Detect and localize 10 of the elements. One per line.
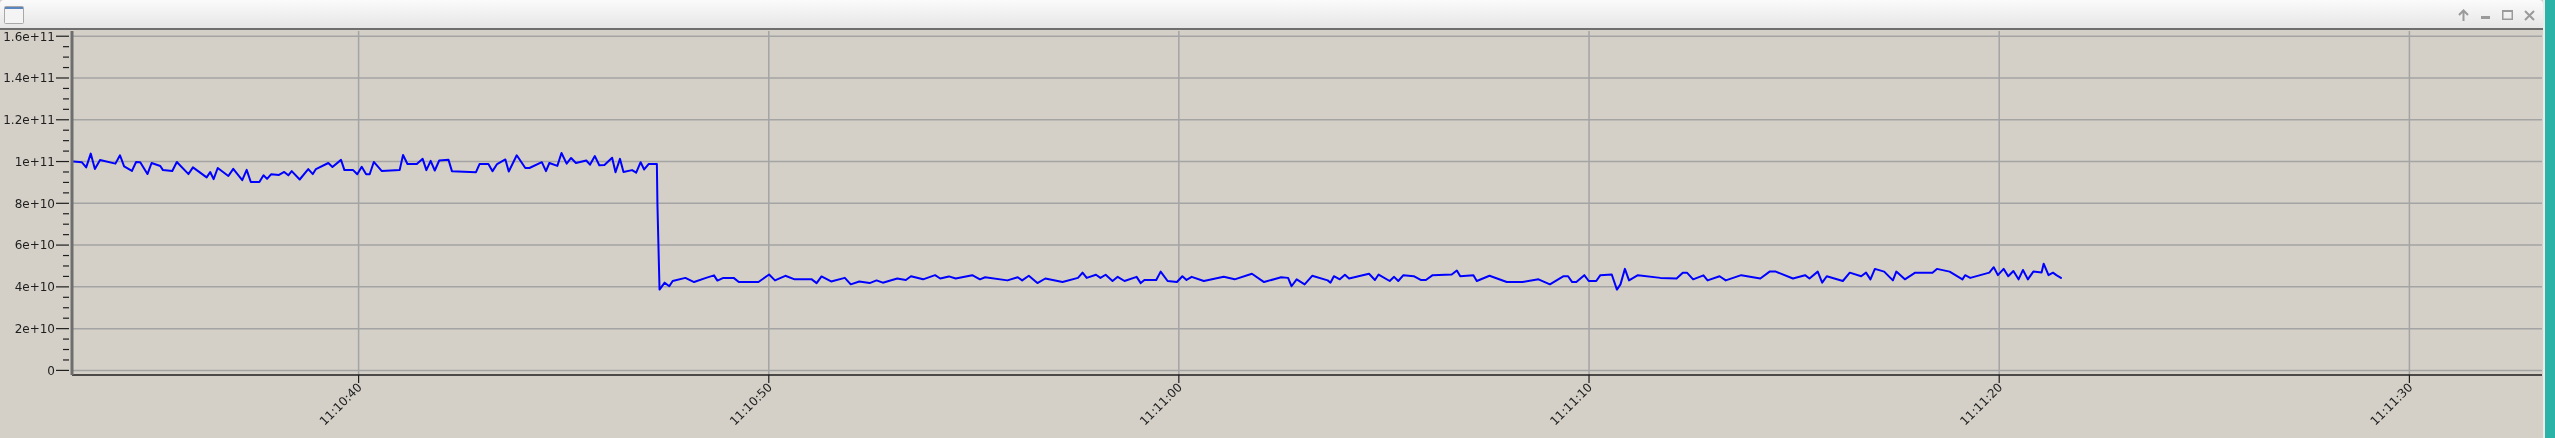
y-tick-label: 1.6e+11 bbox=[3, 29, 55, 44]
y-tick-label: 6e+10 bbox=[14, 238, 55, 253]
y-tick-label: 1.2e+11 bbox=[3, 113, 55, 128]
y-tick-label: 2e+10 bbox=[14, 321, 55, 336]
y-tick-label: 1e+11 bbox=[14, 154, 55, 169]
y-tick-label: 1.4e+11 bbox=[3, 71, 55, 86]
y-tick-label: 0 bbox=[47, 363, 55, 378]
y-tick-label: 8e+10 bbox=[14, 196, 55, 211]
line-series bbox=[72, 151, 2062, 291]
y-tick-label: 4e+10 bbox=[14, 280, 55, 295]
